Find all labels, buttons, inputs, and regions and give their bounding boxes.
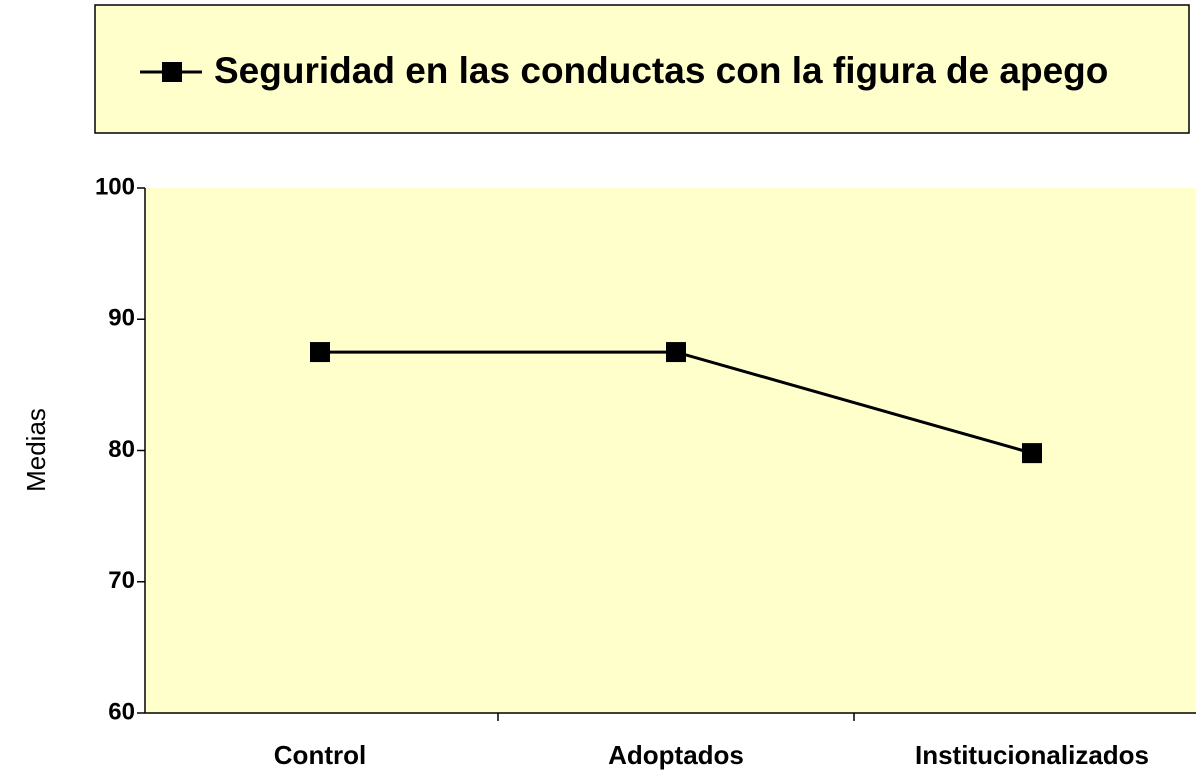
data-point	[1022, 443, 1042, 464]
y-tick-label: 70	[108, 567, 135, 594]
legend-marker	[162, 62, 182, 82]
data-point	[666, 342, 686, 363]
legend-label: Seguridad en las conductas con la figura…	[214, 50, 1108, 91]
legend-box	[94, 4, 1190, 134]
y-tick-label: 80	[108, 436, 135, 463]
x-tick-label: Control	[274, 740, 366, 770]
y-tick-label: 60	[108, 698, 135, 725]
y-tick-label: 90	[108, 305, 135, 332]
x-tick-label: Adoptados	[608, 740, 744, 770]
y-tick-label: 100	[95, 173, 135, 200]
data-point	[310, 342, 330, 363]
y-axis-label: Medias	[21, 408, 51, 492]
x-tick-label: Institucionalizados	[915, 740, 1149, 770]
